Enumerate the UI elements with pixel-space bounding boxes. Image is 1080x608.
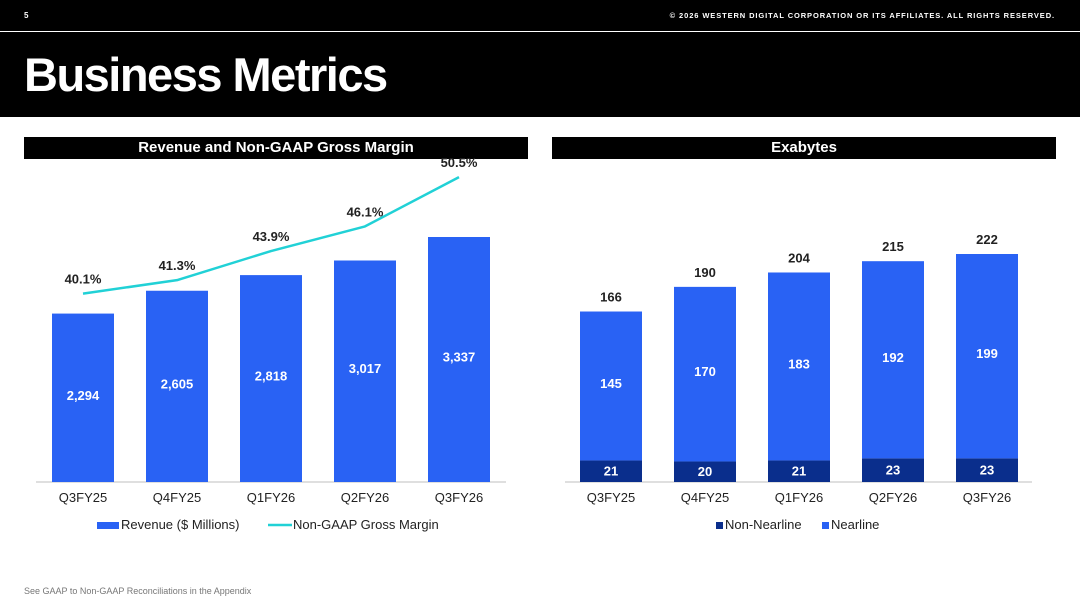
exabytes-chart-title: Exabytes [552, 137, 1056, 159]
revenue-x-tick-label: Q3FY26 [435, 490, 483, 505]
exabytes-x-tick-label: Q3FY25 [587, 490, 635, 505]
non-nearline-bar-q3fy25 [580, 460, 642, 482]
non-nearline-bar-q4fy25 [674, 461, 736, 482]
nearline-value-label: 170 [694, 364, 716, 379]
revenue-value-label: 2,605 [161, 376, 194, 391]
nearline-bar-q1fy26 [768, 272, 830, 461]
non-nearline-value-label: 21 [604, 464, 618, 479]
non-nearline-legend-swatch [716, 522, 723, 529]
non-nearline-value-label: 23 [980, 463, 994, 478]
non-nearline-value-label: 23 [886, 463, 900, 478]
gross-margin-label: 46.1% [347, 204, 384, 219]
exabytes-x-tick-label: Q1FY26 [775, 490, 823, 505]
revenue-value-label: 3,017 [349, 361, 382, 376]
exabytes-total-label: 222 [976, 232, 998, 247]
exabytes-x-tick-label: Q2FY26 [869, 490, 917, 505]
revenue-bar-q2fy26 [334, 260, 396, 482]
non-nearline-value-label: 21 [792, 464, 806, 479]
non-nearline-bar-q2fy26 [862, 458, 924, 482]
exabytes-total-label: 190 [694, 265, 716, 280]
revenue-value-label: 3,337 [443, 350, 476, 365]
nearline-bar-q3fy26 [956, 254, 1018, 459]
gross-margin-line [82, 176, 460, 295]
exabytes-total-label: 166 [600, 290, 622, 305]
exabytes-total-label: 215 [882, 239, 904, 254]
gross-margin-label: 43.9% [253, 229, 290, 244]
nearline-bar-q3fy25 [580, 311, 642, 461]
revenue-x-tick-label: Q3FY25 [59, 490, 107, 505]
revenue-x-tick-label: Q2FY26 [341, 490, 389, 505]
revenue-legend-swatch [97, 522, 119, 529]
gross-margin-legend-label: Non-GAAP Gross Margin [293, 517, 439, 532]
revenue-x-tick-label: Q1FY26 [247, 490, 295, 505]
nearline-legend-swatch [822, 522, 829, 529]
non-nearline-bar-q1fy26 [768, 460, 830, 482]
nearline-bar-q2fy26 [862, 261, 924, 459]
revenue-legend-label: Revenue ($ Millions) [121, 517, 240, 532]
gross-margin-label: 41.3% [159, 258, 196, 273]
nearline-value-label: 145 [600, 376, 622, 391]
nearline-value-label: 192 [882, 350, 904, 365]
revenue-value-label: 2,294 [67, 388, 100, 403]
non-nearline-legend-label: Non-Nearline [725, 517, 802, 532]
revenue-bar-q3fy26 [428, 237, 490, 482]
revenue-bar-q1fy26 [240, 275, 302, 482]
exabytes-x-tick-label: Q4FY25 [681, 490, 729, 505]
footnote: See GAAP to Non-GAAP Reconciliations in … [24, 586, 252, 596]
page-title: Business Metrics [24, 48, 388, 101]
revenue-bar-q3fy25 [52, 313, 114, 482]
header-banner: 5 © 2026 WESTERN DIGITAL CORPORATION OR … [0, 0, 1080, 117]
revenue-chart-title: Revenue and Non-GAAP Gross Margin [24, 137, 528, 159]
copyright-notice: © 2026 WESTERN DIGITAL CORPORATION OR IT… [669, 11, 1055, 20]
revenue-x-tick-label: Q4FY25 [153, 490, 201, 505]
non-nearline-bar-q3fy26 [956, 458, 1018, 482]
non-nearline-value-label: 20 [698, 464, 712, 479]
nearline-value-label: 199 [976, 346, 998, 361]
gross-margin-label: 40.1% [65, 272, 102, 287]
gross-margin-label: 50.5% [441, 155, 478, 170]
revenue-bar-q4fy25 [146, 290, 208, 482]
revenue-value-label: 2,818 [255, 369, 288, 384]
page-number: 5 [24, 11, 29, 20]
nearline-value-label: 183 [788, 356, 810, 371]
exabytes-total-label: 204 [788, 250, 810, 265]
header-divider [0, 31, 1080, 32]
nearline-legend-label: Nearline [831, 517, 879, 532]
nearline-bar-q4fy25 [674, 286, 736, 462]
exabytes-x-tick-label: Q3FY26 [963, 490, 1011, 505]
